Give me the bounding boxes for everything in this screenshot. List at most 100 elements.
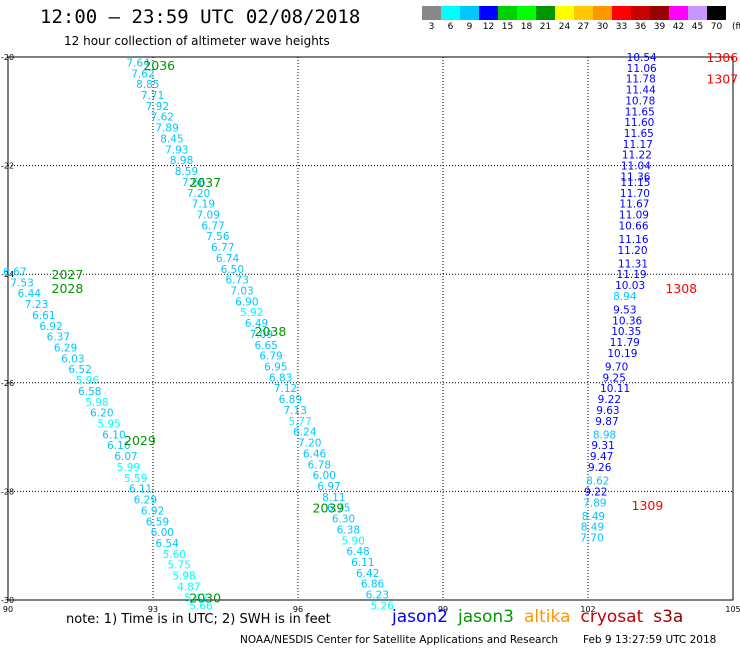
- wave-height-label: 6.38: [337, 524, 360, 536]
- color-scale-tick-label: 21: [539, 22, 552, 32]
- wave-height-label: 6.24: [293, 427, 317, 439]
- wave-height-label: 11.70: [620, 188, 650, 200]
- color-scale-tick-label: 39: [653, 22, 666, 32]
- wave-height-label: 11.65: [624, 128, 654, 140]
- wave-height-label: 7.09: [197, 209, 220, 221]
- color-scale-tick-label: 36: [634, 22, 647, 32]
- wave-height-label: 6.11: [129, 484, 152, 496]
- color-scale-tick-label: 30: [596, 22, 609, 32]
- wave-height-label: 5.75: [168, 560, 191, 572]
- wave-height-label: 5.98: [172, 571, 195, 583]
- wave-height-label: 7.20: [187, 188, 210, 200]
- wave-height-label: 7.64: [126, 57, 150, 69]
- wave-height-label: 10.19: [607, 348, 637, 360]
- wave-height-label: 5.59: [124, 473, 147, 485]
- color-scale-swatch: [688, 6, 707, 20]
- wave-height-label: 8.49: [582, 511, 605, 523]
- wave-height-label: 6.86: [361, 579, 385, 591]
- wave-height-label: 5.60: [163, 549, 186, 561]
- x-tick-label: 96: [293, 605, 303, 614]
- wave-height-label: 11.79: [610, 337, 640, 349]
- wave-height-label: 6.46: [303, 448, 327, 460]
- wave-height-label: 11.36: [620, 171, 650, 183]
- wave-height-label: 7.53: [10, 277, 33, 289]
- color-scale-swatch: [441, 6, 460, 20]
- wave-height-label: 6.92: [141, 505, 164, 517]
- color-scale-swatch: [593, 6, 612, 20]
- color-scale-tick-label: 45: [691, 22, 704, 32]
- color-scale-tick-label: 42: [672, 22, 685, 32]
- wave-height-label: 9.63: [596, 405, 619, 417]
- color-scale-tick-label: 9: [466, 22, 473, 32]
- wave-height-label: 6.73: [226, 275, 249, 287]
- wave-height-label: 6.16: [107, 440, 131, 452]
- wave-height-label: 6.74: [216, 253, 240, 265]
- footer-credit: NOAA/NESDIS Center for Satellite Applica…: [240, 634, 558, 646]
- track-time-label: 1306: [706, 50, 738, 65]
- wave-height-label: 8.98: [170, 155, 193, 167]
- wave-height-label: 10.66: [618, 220, 648, 232]
- wave-height-label: 6.54: [155, 538, 179, 550]
- wave-height-label: 4.87: [177, 581, 200, 593]
- color-scale-tick-label: 70: [710, 22, 723, 32]
- x-tick-label: 90: [3, 605, 13, 614]
- wave-height-label: 11.19: [617, 269, 647, 281]
- chart-title: 12:00 – 23:59 UTC 02/08/2018: [40, 6, 361, 28]
- color-scale-swatch: [479, 6, 498, 20]
- wave-height-label: 6.07: [114, 451, 137, 463]
- y-tick-label: -28: [1, 487, 14, 496]
- wave-height-label: 5.42: [184, 592, 207, 604]
- wave-height-label: 5.95: [97, 419, 120, 431]
- wave-height-label: 6.61: [32, 310, 55, 322]
- wave-height-label: 6.20: [90, 408, 113, 420]
- x-tick-label: 105: [725, 605, 740, 614]
- y-tick-label: -30: [1, 596, 14, 605]
- track-time-label: 2036: [143, 58, 175, 73]
- y-tick-label: -20: [1, 53, 14, 62]
- wave-height-label: 7.19: [192, 199, 215, 211]
- wave-height-label: 6.11: [351, 557, 374, 569]
- wave-height-label: 7.13: [284, 405, 307, 417]
- wave-height-label: 6.42: [356, 568, 379, 580]
- wave-height-label: 10.36: [612, 315, 642, 327]
- wave-height-label: 6.00: [151, 527, 174, 539]
- footer-note: note: 1) Time is in UTC; 2) SWH is in fe…: [66, 612, 331, 627]
- wave-height-label: 11.20: [617, 245, 647, 257]
- wave-height-label: 6.79: [259, 351, 282, 363]
- wave-height-label: 7.23: [25, 299, 48, 311]
- wave-height-label: 5.66: [189, 600, 213, 612]
- wave-height-label: 11.09: [619, 209, 649, 221]
- wave-height-label: 6.89: [279, 394, 302, 406]
- color-scale-tick-label: 15: [501, 22, 514, 32]
- wave-height-label: 7.92: [146, 101, 169, 113]
- track-time-label: 1308: [665, 281, 697, 296]
- wave-height-label: 6.49: [245, 318, 268, 330]
- color-scale-swatch: [631, 6, 650, 20]
- wave-height-label: 10.54: [627, 52, 657, 64]
- track-time-label: 2027: [52, 267, 84, 282]
- color-scale-swatch: [536, 6, 555, 20]
- wave-height-label: 11.67: [619, 199, 649, 211]
- color-scale-swatch: [669, 6, 688, 20]
- y-tick-label: -26: [1, 379, 14, 388]
- satellite-legend-item: s3a: [653, 607, 684, 627]
- wave-height-label: 8.11: [322, 492, 345, 504]
- wave-height-label: 6.90: [235, 296, 258, 308]
- wave-height-label: 7.03: [230, 285, 253, 297]
- satellite-legend-item: cryosat: [580, 607, 644, 627]
- wave-height-label: 6.48: [346, 546, 369, 558]
- color-scale-swatch: [422, 6, 441, 20]
- wave-height-label: 7.89: [583, 497, 606, 509]
- wave-height-label: 8.98: [593, 429, 616, 441]
- wave-height-label: 7.62: [151, 112, 174, 124]
- wave-height-label: 7.70: [580, 533, 603, 545]
- wave-height-label: 5.99: [117, 462, 140, 474]
- x-tick-label: 99: [438, 605, 448, 614]
- wave-height-label: 6.92: [39, 321, 62, 333]
- wave-height-label: 10.03: [615, 280, 645, 292]
- satellite-legend-item: jason2: [392, 607, 448, 627]
- color-scale-unit: (ft): [732, 22, 740, 32]
- track-time-label: 2028: [52, 281, 84, 296]
- wave-height-label: 7.66: [182, 177, 206, 189]
- color-scale-swatch: [574, 6, 593, 20]
